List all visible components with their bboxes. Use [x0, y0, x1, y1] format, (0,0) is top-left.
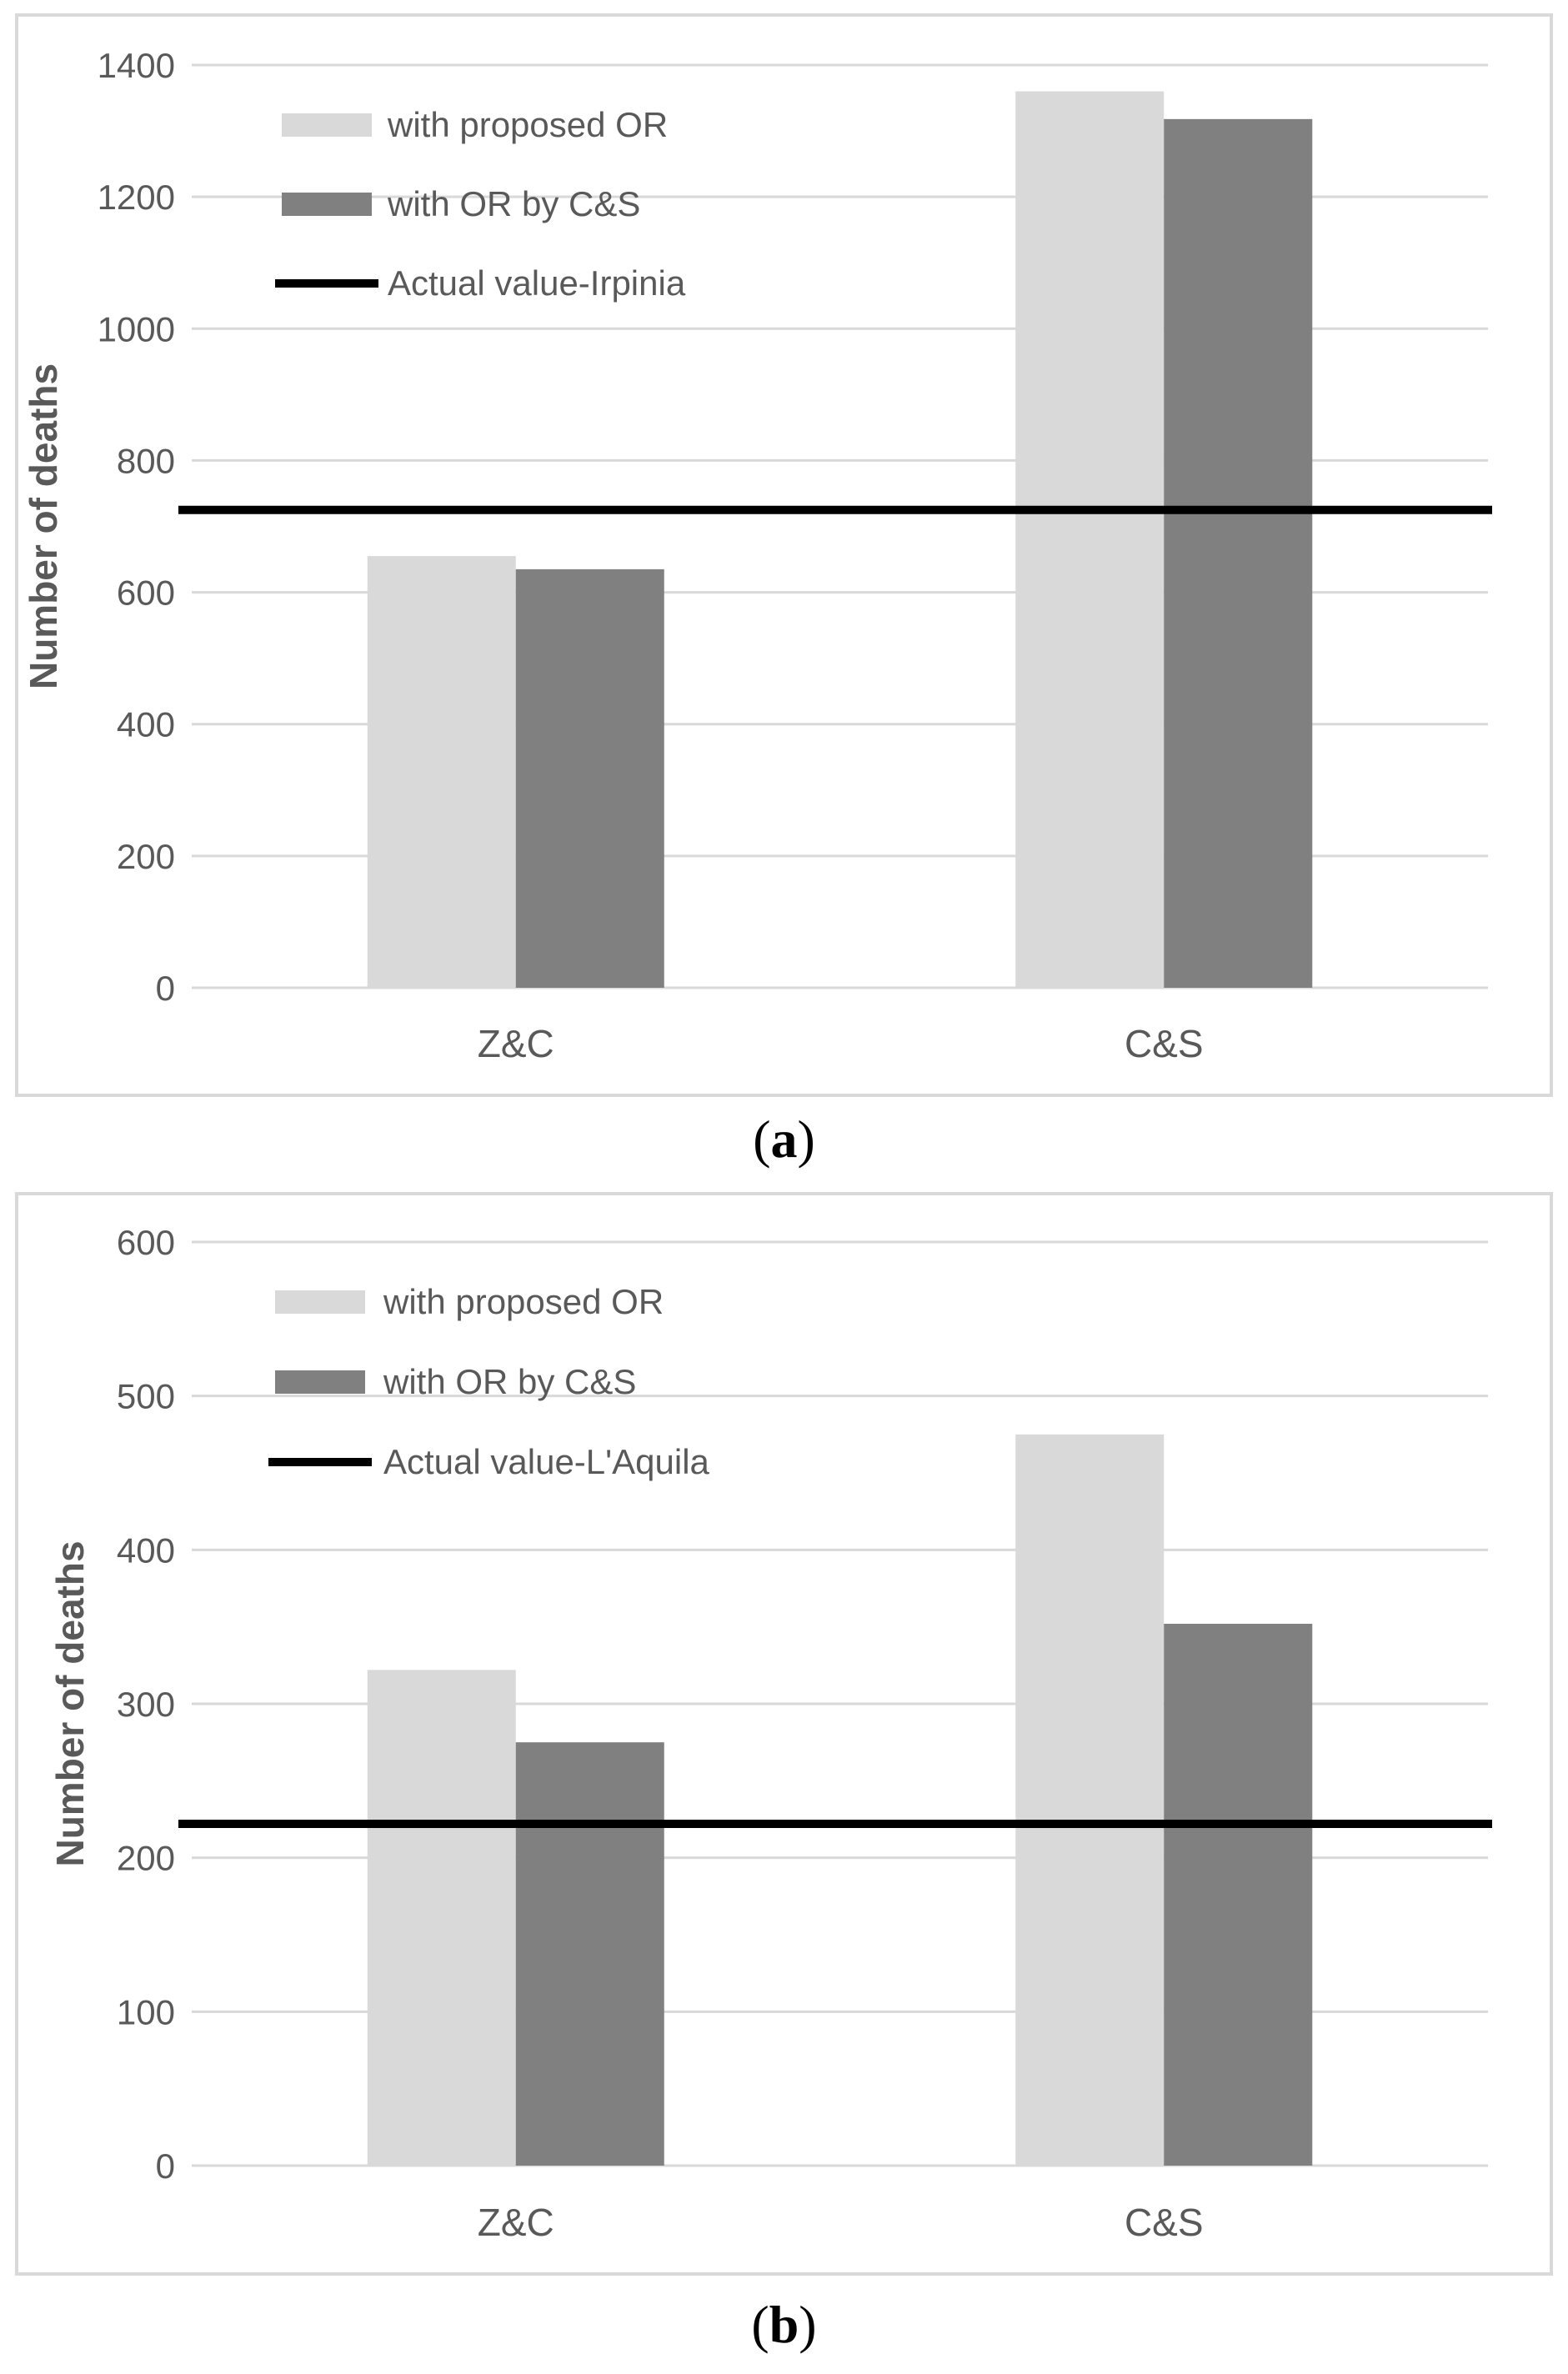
- legend-swatch-a-1: [282, 193, 372, 216]
- bar-b-1-1: [1164, 1623, 1313, 2166]
- y-tick-label-a-1: 200: [117, 837, 175, 876]
- y-tick-label-b-5: 500: [117, 1377, 175, 1416]
- y-tick-label-a-7: 1400: [98, 46, 175, 85]
- y-axis-label-a: Number of deaths: [22, 363, 65, 689]
- y-tick-label-a-2: 400: [117, 705, 175, 744]
- bar-b-0-0: [367, 1670, 516, 2166]
- legend-label-b-1: with OR by C&S: [383, 1362, 636, 1401]
- y-axis-label-b: Number of deaths: [48, 1540, 92, 1866]
- x-category-label-b-1: C&S: [1125, 2201, 1204, 2244]
- bar-b-0-1: [515, 1742, 664, 2166]
- legend-label-b-ref: Actual value-L'Aquila: [383, 1442, 710, 1481]
- y-tick-label-b-0: 0: [156, 2146, 175, 2186]
- legend-swatch-a-0: [282, 113, 372, 137]
- y-tick-label-b-1: 100: [117, 1992, 175, 2031]
- bar-a-0-1: [515, 568, 664, 988]
- y-tick-label-b-2: 200: [117, 1839, 175, 1878]
- y-tick-label-a-0: 0: [156, 969, 175, 1008]
- y-tick-label-a-3: 600: [117, 573, 175, 613]
- y-tick-label-b-3: 300: [117, 1685, 175, 1724]
- y-tick-label-a-6: 1200: [98, 178, 175, 217]
- caption-a: (a): [753, 1109, 815, 1169]
- y-tick-label-b-4: 400: [117, 1530, 175, 1570]
- legend-label-a-1: with OR by C&S: [387, 184, 640, 223]
- legend-swatch-b-0: [275, 1290, 365, 1314]
- legend-label-a-0: with proposed OR: [387, 105, 668, 144]
- bar-a-1-0: [1015, 91, 1165, 989]
- x-category-label-a-0: Z&C: [478, 1022, 554, 1065]
- bar-a-1-1: [1164, 118, 1313, 988]
- x-category-label-b-0: Z&C: [478, 2201, 554, 2244]
- y-tick-label-b-6: 600: [117, 1223, 175, 1262]
- legend-label-a-ref: Actual value-Irpinia: [388, 263, 686, 303]
- bar-a-0-0: [367, 556, 516, 988]
- bar-b-1-0: [1015, 1434, 1165, 2166]
- caption-b: (b): [751, 2295, 817, 2354]
- x-category-label-a-1: C&S: [1125, 1022, 1204, 1065]
- legend-swatch-b-1: [275, 1370, 365, 1394]
- y-tick-label-a-5: 1000: [98, 309, 175, 348]
- y-tick-label-a-4: 800: [117, 441, 175, 480]
- legend-label-b-0: with proposed OR: [383, 1282, 664, 1321]
